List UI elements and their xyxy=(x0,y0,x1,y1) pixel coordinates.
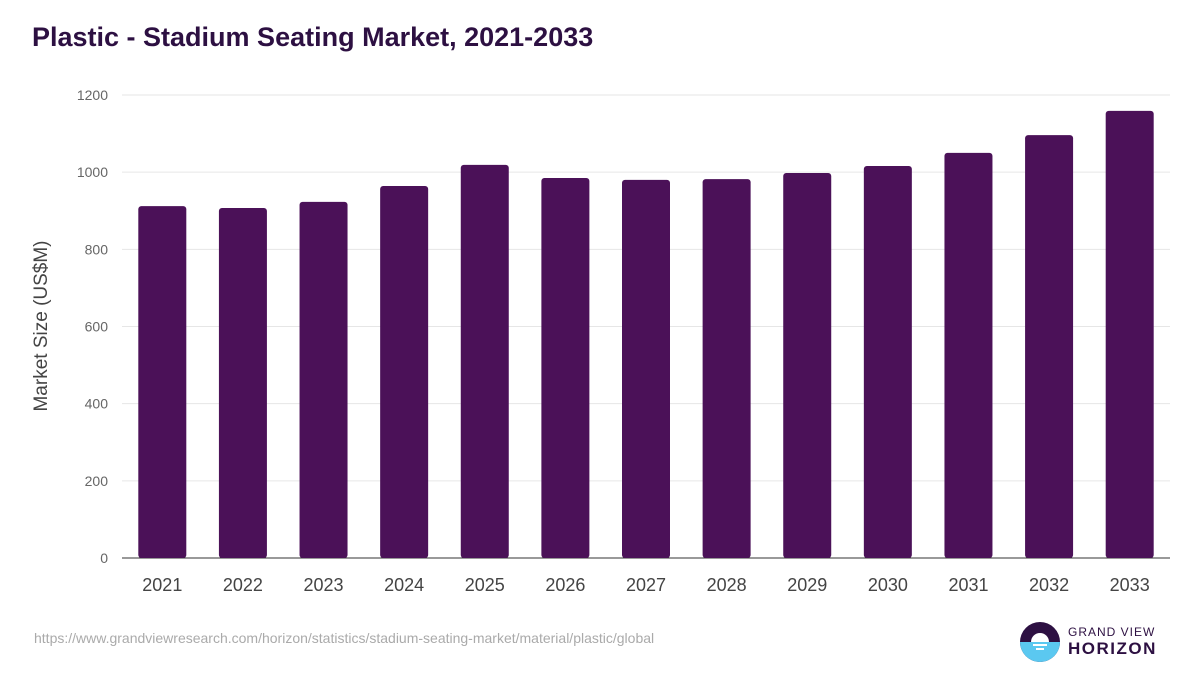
bar-2031 xyxy=(944,152,993,558)
bar-2033 xyxy=(1105,110,1154,559)
bar-2024 xyxy=(380,186,429,558)
bar-2032 xyxy=(1025,135,1074,559)
source-url[interactable]: https://www.grandviewresearch.com/horizo… xyxy=(34,630,655,646)
x-tick-label: 2028 xyxy=(707,575,747,595)
x-tick-label: 2021 xyxy=(142,575,182,595)
bar-2023 xyxy=(299,201,348,558)
bar-chart: 0 200 400 600 800 1000 1200 2021 2022 2023 2024 202… xyxy=(31,87,1170,595)
y-tick-label: 0 xyxy=(100,550,108,566)
horizon-logo-icon xyxy=(1020,622,1060,662)
bar-2030 xyxy=(863,165,912,558)
x-tick-label: 2031 xyxy=(948,575,988,595)
chart-title: Plastic - Stadium Seating Market, 2021-2… xyxy=(32,22,594,52)
y-tick-label: 800 xyxy=(85,241,109,257)
y-tick-label: 400 xyxy=(85,396,109,412)
bar-2027 xyxy=(622,179,670,558)
y-axis-label: Market Size (US$M) xyxy=(31,240,52,411)
x-tick-label: 2029 xyxy=(787,575,827,595)
bar-2022 xyxy=(218,208,267,558)
bar-2025 xyxy=(460,164,509,559)
bar-2021 xyxy=(138,206,187,558)
x-tick-label: 2033 xyxy=(1110,575,1150,595)
x-tick-label: 2022 xyxy=(223,575,263,595)
y-tick-label: 1200 xyxy=(77,87,108,103)
x-tick-label: 2024 xyxy=(384,575,424,595)
grand-view-horizon-logo: GRAND VIEW HORIZON xyxy=(1020,622,1157,662)
x-tick-label: 2027 xyxy=(626,575,666,595)
x-tick-label: 2025 xyxy=(465,575,505,595)
y-tick-label: 200 xyxy=(85,473,109,489)
y-tick-label: 1000 xyxy=(77,164,108,180)
logo-line2: HORIZON xyxy=(1068,639,1157,658)
bar-2026 xyxy=(541,177,590,558)
logo-line1: GRAND VIEW xyxy=(1068,625,1156,639)
bar-2028 xyxy=(702,179,751,558)
x-tick-label: 2030 xyxy=(868,575,908,595)
bar-2029 xyxy=(783,172,832,558)
x-tick-label: 2023 xyxy=(304,575,344,595)
x-tick-label: 2032 xyxy=(1029,575,1069,595)
y-tick-label: 600 xyxy=(85,319,109,335)
x-tick-label: 2026 xyxy=(545,575,585,595)
